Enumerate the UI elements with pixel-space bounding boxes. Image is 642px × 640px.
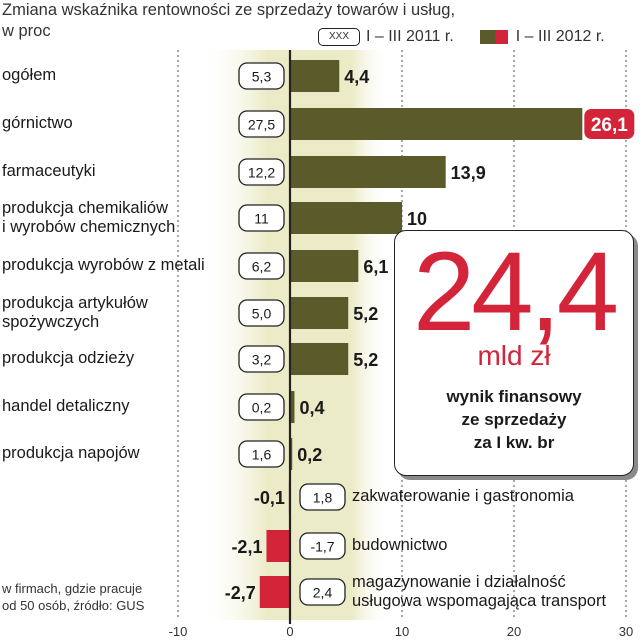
legend-swatch-2012 xyxy=(479,30,508,44)
value-label-2011: 1,6 xyxy=(252,447,272,463)
category-label: produkcja wyrobów z metali xyxy=(2,256,205,274)
category-label-line: usługowa wspomagająca transport xyxy=(352,592,607,610)
category-label: produkcja napojów xyxy=(2,444,140,462)
value-box-2011 xyxy=(238,345,285,373)
bar-2012 xyxy=(290,343,349,375)
callout-description: wynik finansowy ze sprzedaży za I kw. br xyxy=(405,385,623,454)
value-label-2012: 26,1 xyxy=(591,115,628,136)
value-label-2012: 6,1 xyxy=(363,257,388,277)
value-label-2012: 5,2 xyxy=(353,350,378,370)
bar-2012 xyxy=(290,250,359,282)
value-box-2011 xyxy=(238,110,285,138)
plot-background-band xyxy=(200,50,390,620)
category-label: produkcja artykułów spożywczych xyxy=(2,294,148,332)
value-label-2011: 12,2 xyxy=(248,165,275,181)
category-label: budownictwo xyxy=(352,536,448,554)
value-label-2011: 6,2 xyxy=(252,259,272,275)
callout-unit: mld zł xyxy=(477,340,551,371)
source-note: w firmach, gdzie pracuje od 50 osób, źró… xyxy=(2,580,172,614)
callout-desc-line-2: ze sprzedaży xyxy=(461,410,567,429)
value-label-2011: 1,8 xyxy=(313,490,333,506)
x-tick-label: -10 xyxy=(169,624,188,639)
chart-title-line-2: w proc xyxy=(2,22,51,40)
x-tick-label: 20 xyxy=(507,624,521,639)
value-label-2012: 0,4 xyxy=(299,398,324,418)
bar-2012 xyxy=(290,202,402,234)
category-label: górnictwo xyxy=(2,114,73,132)
legend-marker-2011: XXX xyxy=(318,28,360,46)
value-label-2012: -2,1 xyxy=(231,537,262,557)
source-line-2: od 50 osób, źródło: GUS xyxy=(2,598,145,613)
bar-2012 xyxy=(290,391,295,423)
category-label-line: spożywczych xyxy=(2,313,100,331)
value-label-2011: 11 xyxy=(254,211,269,227)
bar-2012 xyxy=(290,438,293,470)
callout-value: 24,4 xyxy=(413,229,619,354)
value-label-2012: 0,2 xyxy=(297,445,322,465)
bar-2012 xyxy=(290,156,446,188)
value-label-2011: 0,2 xyxy=(252,400,272,416)
x-tick-label: 0 xyxy=(286,624,293,639)
category-label: produkcja chemikaliów i wyrobów chemiczny… xyxy=(2,199,175,237)
highlight-value-badge xyxy=(584,109,635,139)
value-box-2011 xyxy=(299,483,346,511)
value-box-2011 xyxy=(238,440,285,468)
chart-title-line-1: Zmiana wskaźnika rentowności ze sprzedaż… xyxy=(2,1,456,19)
bar-2012 xyxy=(259,576,290,608)
value-label-2012: 4,4 xyxy=(344,67,369,87)
source-line-1: w firmach, gdzie pracuje xyxy=(2,581,143,596)
x-tick-label: 30 xyxy=(619,624,633,639)
category-label-line: produkcja artykułów xyxy=(2,294,148,312)
callout-desc-line-1: wynik finansowy xyxy=(446,387,582,406)
value-label-2012: -2,7 xyxy=(225,583,256,603)
category-label-line: magazynowanie i działalność xyxy=(352,573,566,591)
bar-2012 xyxy=(290,297,349,329)
category-label-line: i wyrobów chemicznych xyxy=(2,218,176,236)
x-tick-label: 10 xyxy=(395,624,409,639)
category-label: magazynowanie i działalność usługowa wspo… xyxy=(352,573,606,611)
category-label-line: produkcja chemikaliów xyxy=(2,199,168,217)
value-label-2011: 5,3 xyxy=(252,69,272,85)
value-label-2012: 5,2 xyxy=(353,304,378,324)
value-box-2011 xyxy=(238,204,285,232)
bar-2012 xyxy=(266,530,290,562)
financial-result-callout: 24,4 mld zł wynik finansowy ze sprzedaży… xyxy=(394,230,634,476)
category-label: produkcja odzieży xyxy=(2,349,135,367)
value-box-2011 xyxy=(238,252,285,280)
value-box-2011 xyxy=(299,532,346,560)
category-label: zakwaterowanie i gastronomia xyxy=(352,487,574,505)
chart-title: Zmiana wskaźnika rentowności ze sprzedaż… xyxy=(2,0,562,42)
callout-desc-line-3: za I kw. br xyxy=(473,433,555,452)
value-label-2012: -0,1 xyxy=(254,488,285,508)
value-label-2011: 27,5 xyxy=(248,117,275,133)
value-label-2012: 13,9 xyxy=(451,163,486,183)
value-box-2011 xyxy=(238,393,285,421)
legend: XXX I – III 2011 r. I – III 2012 r. xyxy=(318,26,605,48)
value-label-2011: 3,2 xyxy=(252,352,272,368)
bar-2012 xyxy=(290,108,583,140)
value-label-2011: -1,7 xyxy=(310,539,334,555)
legend-label-2011: I – III 2011 r. xyxy=(366,28,454,45)
value-box-2011 xyxy=(299,578,346,606)
bar-2012 xyxy=(290,60,340,92)
category-label: ogółem xyxy=(2,66,57,84)
value-box-2011 xyxy=(238,158,285,186)
value-box-2011 xyxy=(238,62,285,90)
category-label: handel detaliczny xyxy=(2,397,130,415)
category-label: farmaceutyki xyxy=(2,162,96,180)
value-label-2011: 2,4 xyxy=(313,585,333,601)
value-label-2011: 5,0 xyxy=(252,306,272,322)
legend-label-2012: I – III 2012 r. xyxy=(515,28,605,45)
value-box-2011 xyxy=(238,299,285,327)
value-label-2012: 10 xyxy=(407,209,427,229)
